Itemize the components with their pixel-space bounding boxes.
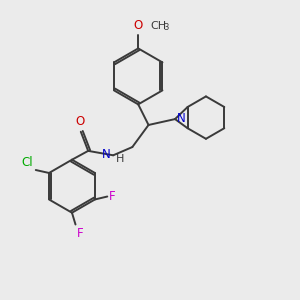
Text: O: O [134, 19, 143, 32]
Text: N: N [102, 148, 111, 161]
Text: O: O [75, 115, 84, 128]
Text: F: F [109, 190, 116, 203]
Text: 3: 3 [164, 23, 169, 32]
Text: Cl: Cl [22, 155, 33, 169]
Text: N: N [176, 112, 185, 125]
Text: CH: CH [151, 21, 167, 31]
Text: F: F [77, 227, 84, 240]
Text: H: H [116, 154, 124, 164]
